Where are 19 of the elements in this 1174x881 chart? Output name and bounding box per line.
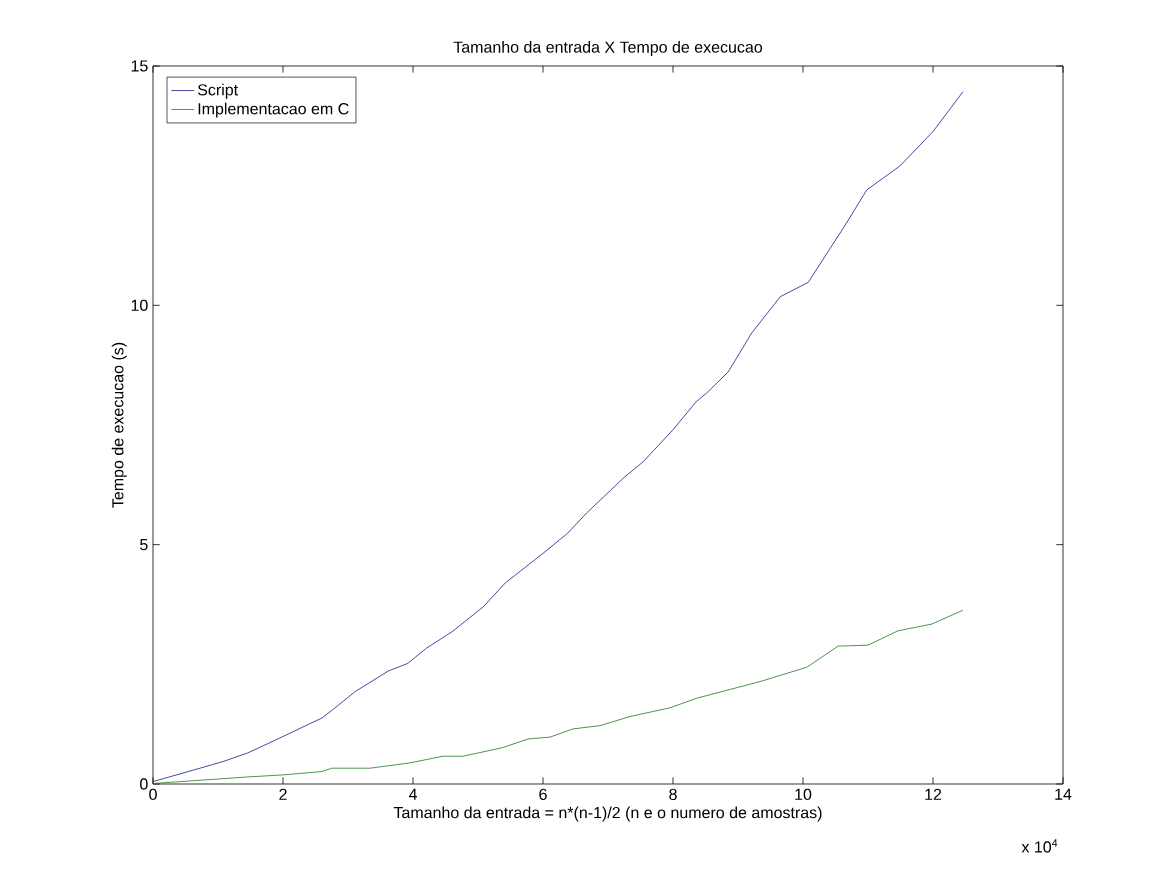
y-tick-label: 10 <box>131 299 148 311</box>
x-tick-label: 10 <box>795 788 812 801</box>
y-tick-label: 5 <box>140 539 148 551</box>
chart-title: Tamanho da entrada X Tempo de execucao <box>453 41 763 56</box>
x-tick-label: 2 <box>279 788 287 800</box>
y-tick-label: 0 <box>140 778 148 790</box>
x-tick-label: 14 <box>1055 788 1072 800</box>
y-tick-label: 15 <box>131 60 148 72</box>
x-tick-label: 12 <box>925 788 942 800</box>
legend-label: Implementacao em C <box>198 102 349 118</box>
legend-label: Script <box>197 83 238 99</box>
x-tick-label: 8 <box>669 788 677 801</box>
x-axis-title: Tamanho da entrada = n*(n-1)/2 (n e o numero de amostras) <box>393 806 822 822</box>
line-series <box>152 609 964 784</box>
y-axis-title: Tempo de execucao (s) <box>111 342 127 508</box>
x-tick-label: 4 <box>408 788 417 800</box>
x-tick-label: 0 <box>149 788 157 801</box>
x-tick-label: 6 <box>539 788 547 801</box>
text: x 10$^{4}$ <box>1021 839 1058 853</box>
